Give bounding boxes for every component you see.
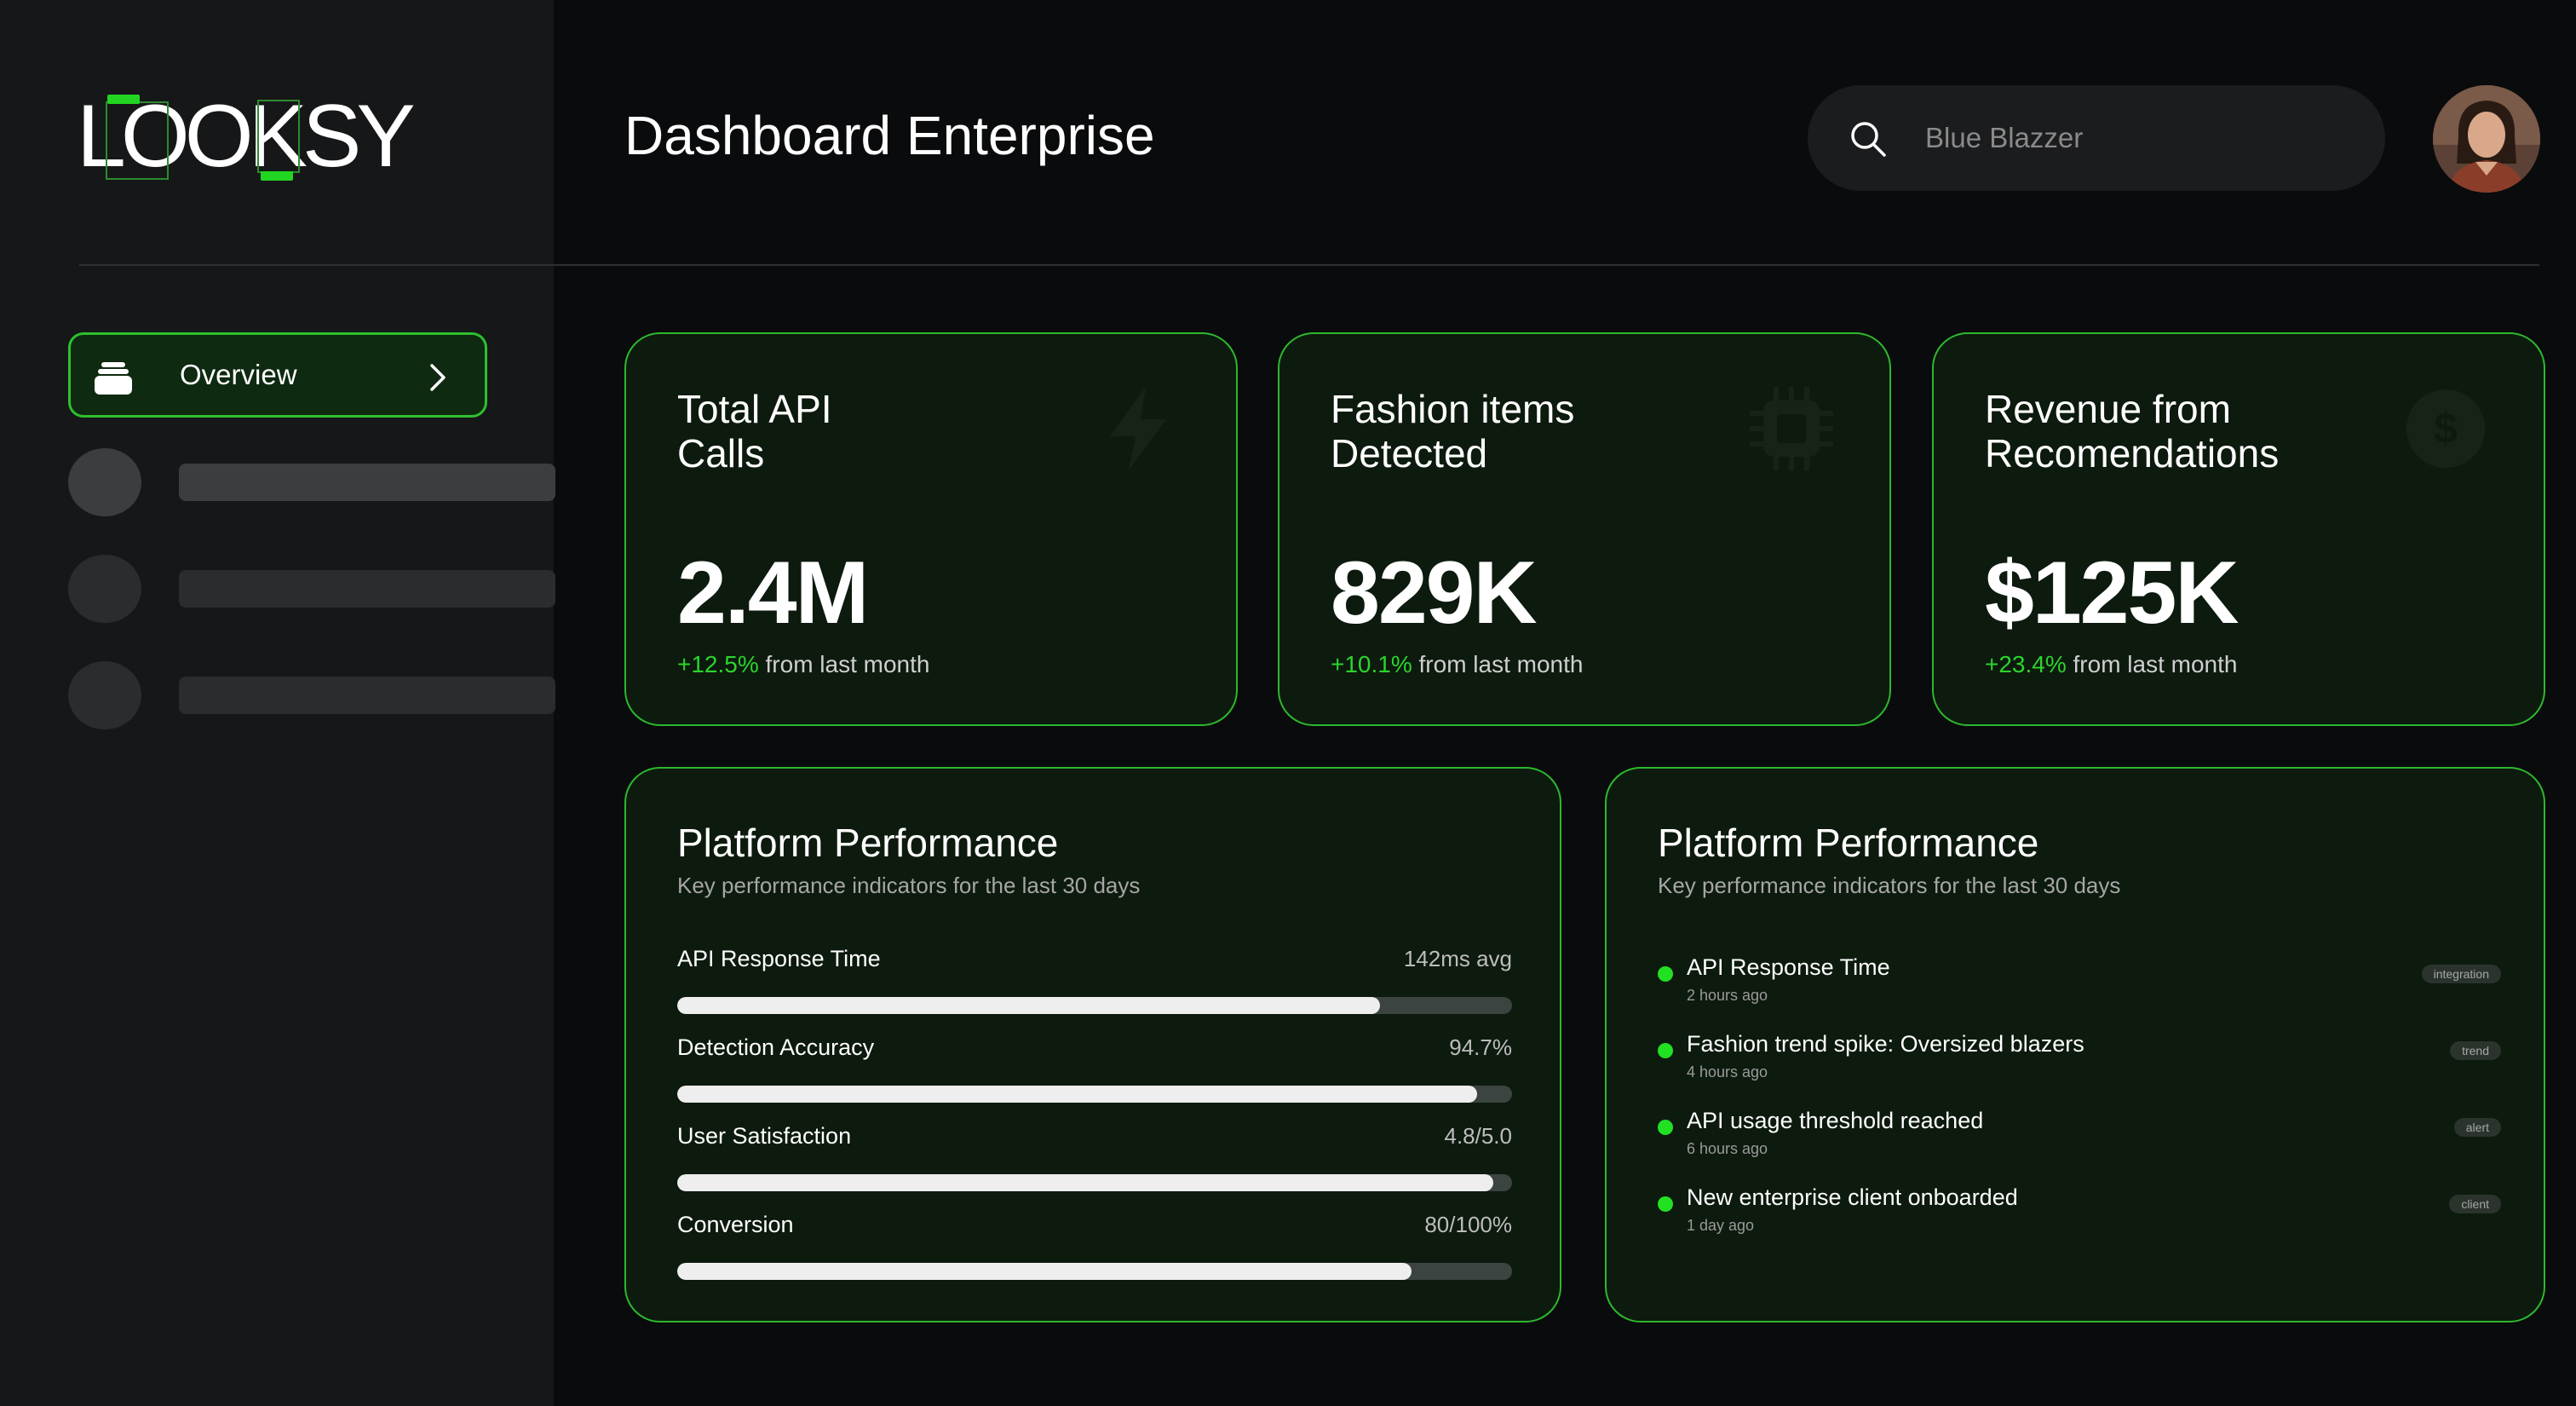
search-bar[interactable] [1808,85,2385,191]
page-title: Dashboard Enterprise [624,105,1155,166]
stat-delta: +23.4% from last month [1985,651,2237,678]
activity-time: 2 hours ago [1687,987,1768,1004]
activity-item[interactable]: New enterprise client onboarded 1 day ag… [1658,1184,2501,1244]
status-dot [1658,1196,1673,1212]
activity-time: 1 day ago [1687,1217,1755,1234]
progress-fill [677,997,1381,1014]
stat-title: Revenue from Recomendations [1985,387,2280,475]
placeholder-label [179,570,555,608]
placeholder-icon [68,448,141,516]
logo-text: LOOKSY [77,87,416,186]
stat-card-revenue[interactable]: $ Revenue from Recomendations $125K +23.… [1932,332,2545,726]
avatar[interactable] [2433,85,2540,193]
progress-track [677,1174,1512,1191]
sidebar-item-label: Overview [180,359,297,390]
stat-value: $125K [1985,544,2239,642]
progress-track [677,997,1512,1014]
activity-item[interactable]: Fashion trend spike: Oversized blazers 4… [1658,1031,2501,1091]
stat-title: Total API Calls [677,387,832,475]
activity-time: 4 hours ago [1687,1063,1768,1080]
chevron-right-icon [430,364,446,391]
status-dot [1658,1120,1673,1135]
activity-title: API usage threshold reached [1687,1108,1984,1133]
search-icon [1851,122,1886,157]
metric-label: API Response Time [677,946,881,971]
stat-title: Fashion items Detected [1331,387,1575,475]
metric-label: Conversion [677,1212,794,1237]
logo-detection-box [257,100,300,173]
stat-delta-percent: +10.1% [1331,651,1412,677]
metric-value: 94.7% [1449,1034,1512,1060]
metric-row: Conversion 80/100% [677,1212,1512,1288]
progress-fill [677,1263,1412,1280]
progress-track [677,1263,1512,1280]
activity-title: New enterprise client onboarded [1687,1184,2018,1210]
placeholder-icon [68,555,141,623]
activity-item[interactable]: API usage threshold reached 6 hours ago … [1658,1108,2501,1167]
performance-panel: Platform Performance Key performance ind… [624,767,1561,1322]
sidebar-item-placeholder[interactable] [68,448,555,516]
panel-title: Platform Performance [1658,821,2039,865]
stat-value: 2.4M [677,544,869,642]
svg-text:$: $ [2434,405,2458,452]
activity-panel: Platform Performance Key performance ind… [1605,767,2545,1322]
header-divider [79,264,2539,266]
progress-fill [677,1174,1494,1191]
stat-value: 829K [1331,544,1538,642]
placeholder-label [179,677,555,714]
activity-title: Fashion trend spike: Oversized blazers [1687,1031,2084,1057]
panel-subtitle: Key performance indicators for the last … [1658,873,2121,898]
metric-value: 4.8/5.0 [1444,1123,1512,1149]
sidebar-item-placeholder[interactable] [68,661,555,729]
stack-icon [95,362,132,395]
stat-card-items-detected[interactable]: Fashion items Detected 829K +10.1% from … [1278,332,1891,726]
activity-time: 6 hours ago [1687,1140,1768,1157]
sidebar: LOOKSY Overview [0,0,555,1406]
status-dot [1658,966,1673,982]
activity-tag[interactable]: trend [2450,1041,2501,1060]
logo[interactable]: LOOKSY [77,89,416,183]
progress-track [677,1086,1512,1103]
progress-fill [677,1086,1477,1103]
stat-delta: +10.1% from last month [1331,651,1583,678]
placeholder-icon [68,661,141,729]
activity-tag[interactable]: client [2449,1195,2501,1213]
activity-title: API Response Time [1687,954,1890,980]
logo-detection-tag [107,95,140,104]
avatar-image [2433,85,2540,193]
panel-subtitle: Key performance indicators for the last … [677,873,1141,898]
logo-detection-box [106,101,169,180]
dollar-icon: $ [2406,389,2485,468]
placeholder-label [179,464,555,501]
activity-tag[interactable]: alert [2453,1118,2501,1137]
metric-value: 80/100% [1424,1212,1512,1237]
sidebar-item-placeholder[interactable] [68,555,555,623]
stat-delta-percent: +23.4% [1985,651,2067,677]
stat-delta-text: from last month [1418,651,1584,677]
metric-value: 142ms avg [1403,946,1512,971]
metric-row: API Response Time 142ms avg [677,946,1512,1023]
activity-item[interactable]: API Response Time 2 hours ago integratio… [1658,954,2501,1014]
stat-delta: +12.5% from last month [677,651,929,678]
status-dot [1658,1043,1673,1058]
stat-card-api-calls[interactable]: Total API Calls 2.4M +12.5% from last mo… [624,332,1238,726]
stat-delta-text: from last month [765,651,930,677]
metric-row: User Satisfaction 4.8/5.0 [677,1123,1512,1200]
metric-row: Detection Accuracy 94.7% [677,1034,1512,1111]
search-input[interactable] [1925,112,2351,164]
metric-label: Detection Accuracy [677,1034,875,1060]
bolt-icon [1110,387,1166,470]
sidebar-item-overview[interactable]: Overview [68,332,487,418]
metric-label: User Satisfaction [677,1123,852,1149]
logo-detection-tag [261,171,293,181]
stat-delta-percent: +12.5% [677,651,759,677]
stat-delta-text: from last month [2073,651,2238,677]
panel-title: Platform Performance [677,821,1059,865]
activity-tag[interactable]: integration [2421,965,2501,983]
chip-icon [1750,387,1833,470]
